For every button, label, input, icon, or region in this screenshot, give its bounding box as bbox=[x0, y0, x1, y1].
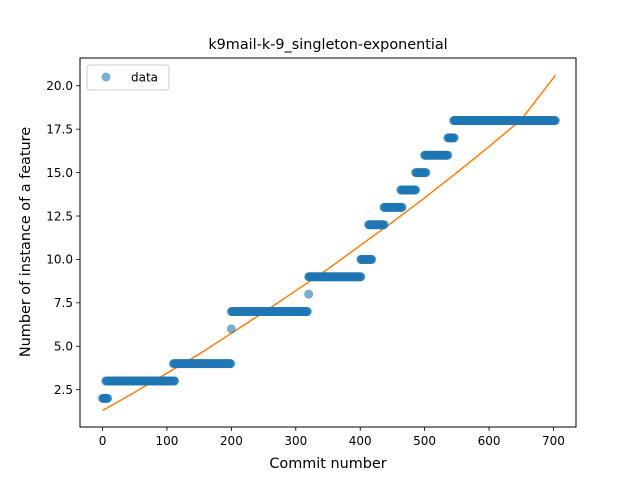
data-point bbox=[367, 254, 377, 264]
data-point bbox=[304, 289, 314, 299]
x-tick-label: 300 bbox=[284, 434, 307, 448]
legend-label: data bbox=[131, 71, 158, 85]
x-tick-label: 600 bbox=[478, 434, 501, 448]
data-point bbox=[170, 376, 180, 386]
chart-title: k9mail-k-9_singleton-exponential bbox=[208, 37, 447, 53]
data-point bbox=[226, 324, 236, 334]
y-tick-label: 10.0 bbox=[46, 253, 73, 267]
data-point bbox=[397, 202, 407, 212]
y-tick-label: 7.5 bbox=[54, 296, 73, 310]
x-tick-label: 500 bbox=[413, 434, 436, 448]
x-tick-label: 200 bbox=[220, 434, 243, 448]
x-axis: 0 100 200 300 400 500 600 700 bbox=[99, 427, 565, 448]
y-axis-label: Number of instance of a feature bbox=[18, 127, 34, 357]
plot-frame bbox=[79, 57, 577, 428]
x-tick-label: 100 bbox=[156, 434, 179, 448]
x-tick-label: 400 bbox=[349, 434, 372, 448]
data-point bbox=[226, 359, 236, 369]
x-axis-label: Commit number bbox=[269, 456, 386, 472]
y-axis: 2.5 5.0 7.5 10.0 12.5 15.0 17.5 20.0 bbox=[46, 79, 80, 397]
x-tick-label: 700 bbox=[542, 434, 565, 448]
x-tick-label: 0 bbox=[99, 434, 107, 448]
data-points-layer bbox=[98, 116, 560, 403]
data-point bbox=[550, 116, 560, 126]
y-tick-label: 2.5 bbox=[54, 383, 73, 397]
y-tick-label: 12.5 bbox=[46, 209, 73, 223]
data-point bbox=[411, 185, 421, 195]
y-tick-label: 20.0 bbox=[46, 79, 73, 93]
plot-area bbox=[80, 58, 576, 427]
data-point bbox=[302, 307, 312, 317]
data-point bbox=[356, 272, 366, 282]
y-tick-label: 5.0 bbox=[54, 340, 73, 354]
y-tick-label: 15.0 bbox=[46, 166, 73, 180]
data-point bbox=[379, 220, 389, 230]
legend-marker bbox=[101, 72, 111, 82]
legend-box bbox=[86, 64, 170, 91]
data-point bbox=[449, 133, 459, 143]
data-point bbox=[421, 168, 431, 178]
legend: data bbox=[86, 64, 170, 91]
y-tick-label: 17.5 bbox=[46, 122, 73, 136]
data-point bbox=[103, 393, 113, 403]
data-point bbox=[443, 150, 453, 160]
